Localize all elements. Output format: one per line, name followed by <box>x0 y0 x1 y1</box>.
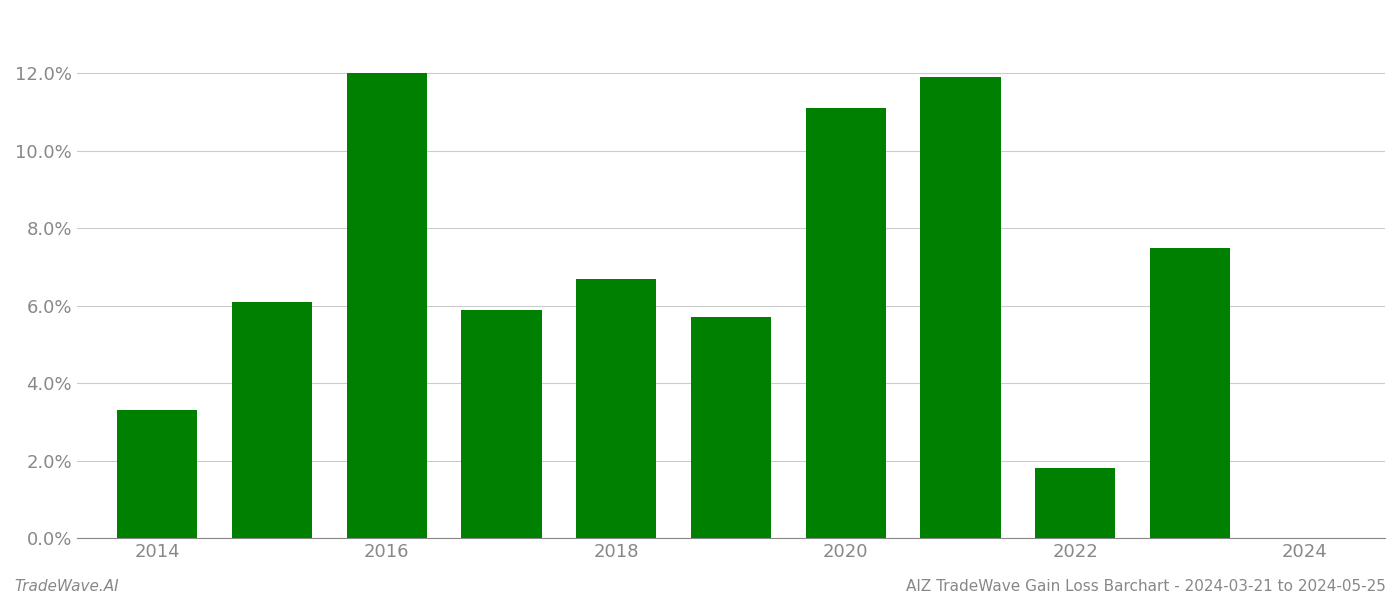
Bar <box>232 302 312 538</box>
Bar <box>920 77 1001 538</box>
Bar <box>1035 469 1116 538</box>
Bar <box>347 73 427 538</box>
Bar <box>690 317 771 538</box>
Bar <box>1149 248 1231 538</box>
Text: TradeWave.AI: TradeWave.AI <box>14 579 119 594</box>
Bar <box>575 278 657 538</box>
Bar <box>118 410 197 538</box>
Bar <box>805 108 886 538</box>
Text: AIZ TradeWave Gain Loss Barchart - 2024-03-21 to 2024-05-25: AIZ TradeWave Gain Loss Barchart - 2024-… <box>906 579 1386 594</box>
Bar <box>461 310 542 538</box>
